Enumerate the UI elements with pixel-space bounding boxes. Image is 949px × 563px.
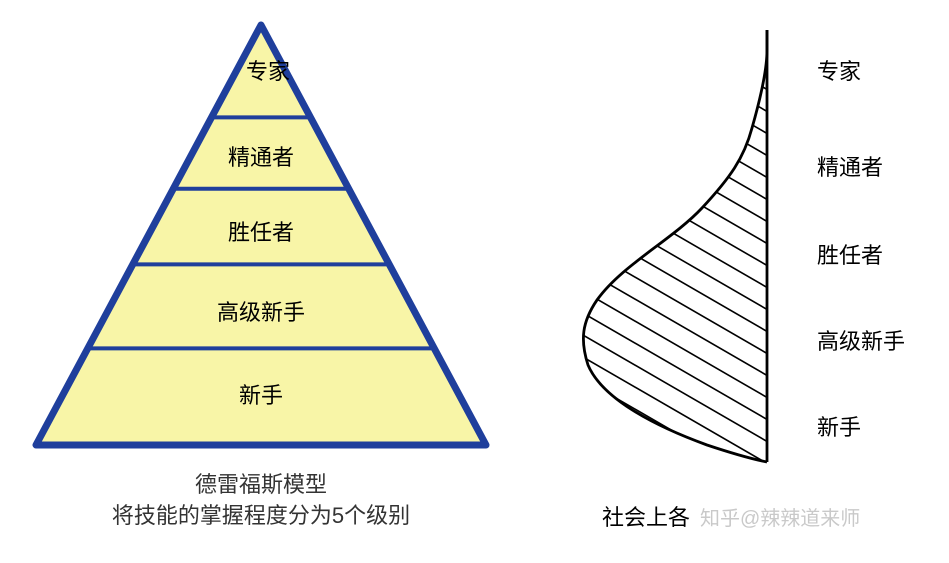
dist-label-3: 胜任者 (817, 238, 883, 270)
distribution-panel: 专家 精通者 胜任者 高级新手 新手 社会上各 (522, 0, 949, 563)
pyramid-caption: 德雷福斯模型 将技能的掌握程度分为5个级别 (112, 470, 410, 532)
caption-text: 社会上各 (602, 505, 690, 530)
dist-label-1: 专家 (817, 54, 861, 86)
dist-label-4: 高级新手 (817, 324, 905, 356)
level-text: 高级新手 (217, 300, 305, 325)
pyramid-level-5-label: 新手 (239, 378, 283, 410)
dist-label-2: 精通者 (817, 150, 883, 182)
caption-line-1: 德雷福斯模型 (112, 470, 410, 501)
pyramid-level-2-label: 精通者 (228, 140, 294, 172)
watermark-text: 知乎@辣辣道来师 (700, 508, 860, 530)
distribution-diagram (552, 30, 832, 470)
level-text: 精通者 (228, 145, 294, 170)
pyramid-level-4-label: 高级新手 (217, 295, 305, 327)
dist-label-5: 新手 (817, 410, 861, 442)
label-text: 专家 (817, 59, 861, 84)
label-text: 高级新手 (817, 329, 905, 354)
label-text: 新手 (817, 415, 861, 440)
pyramid-level-3-label: 胜任者 (228, 215, 294, 247)
pyramid-panel: 专家 精通者 胜任者 高级新手 新手 德雷福斯模型 将技能的掌握程度分为5个级别 (0, 0, 522, 563)
label-text: 胜任者 (817, 243, 883, 268)
level-text: 胜任者 (228, 220, 294, 245)
label-text: 精通者 (817, 155, 883, 180)
level-text: 新手 (239, 383, 283, 408)
pyramid-level-1-label: 专家 (246, 60, 276, 84)
level-text: 专家 (246, 59, 290, 84)
caption-line-2: 将技能的掌握程度分为5个级别 (112, 501, 410, 532)
watermark: 知乎@辣辣道来师 (700, 502, 860, 531)
distribution-caption: 社会上各 (602, 500, 690, 532)
